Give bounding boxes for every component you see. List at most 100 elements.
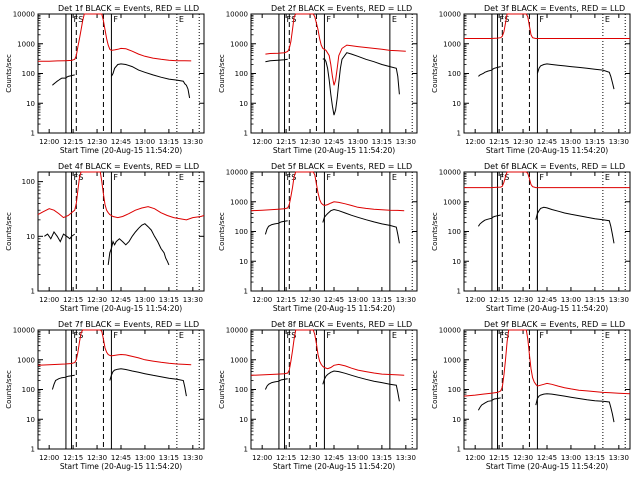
x-tick-label: 12:45: [324, 296, 344, 304]
x-tick-label: 12:15: [276, 296, 296, 304]
y-tick-label: 1000: [230, 356, 248, 364]
events-series-line: [536, 63, 615, 90]
x-tick-label: 12:30: [513, 454, 533, 462]
x-tick-label: 13:00: [561, 138, 581, 146]
x-tick-label: 12:15: [276, 138, 296, 146]
x-tick-label: 12:00: [39, 296, 59, 304]
events-series-line: [109, 368, 187, 397]
events-series-line: [107, 223, 170, 266]
detector-panel-2: 12:00 12:15 12:30 12:45 13:00 13:15 13:30 1 10 10…: [218, 4, 418, 155]
event-marker-label: S: [291, 331, 296, 340]
x-tick-label: 12:30: [300, 138, 320, 146]
panel-title: Det 7f BLACK = Events, RED = LLD: [58, 320, 199, 329]
y-axis-label: Counts/sec: [5, 370, 13, 409]
y-tick-label: 10000: [226, 327, 248, 335]
x-axis-label: Start Time (20-Aug-15 11:54:20): [60, 304, 182, 313]
events-series-line: [535, 206, 615, 244]
x-axis-label: Start Time (20-Aug-15 11:54:20): [273, 146, 395, 155]
x-tick-label: 13:15: [159, 296, 179, 304]
x-tick-label: 12:30: [87, 454, 107, 462]
event-marker-label: S: [78, 173, 83, 182]
lld-series-line: [464, 171, 630, 189]
x-tick-label: 12:45: [537, 454, 557, 462]
lld-series-line: [37, 329, 192, 366]
y-tick-label: 1: [457, 446, 461, 454]
y-tick-label: 1000: [17, 40, 35, 48]
x-tick-label: 13:15: [372, 138, 392, 146]
x-tick-label: 12:15: [489, 138, 509, 146]
y-tick-label: 1: [457, 130, 461, 138]
y-tick-label: 10000: [439, 169, 461, 177]
plot-frame: [37, 13, 205, 134]
detector-panel-6: 12:00 12:15 12:30 12:45 13:00 13:15 13:30 1 10 10…: [431, 162, 631, 313]
panel-title: Det 4f BLACK = Events, RED = LLD: [58, 162, 199, 171]
y-tick-label: 100: [22, 386, 35, 394]
x-tick-label: 12:45: [537, 138, 557, 146]
y-tick-label: 10000: [439, 11, 461, 19]
y-tick-label: 1: [244, 130, 248, 138]
detector-panel-3: 12:00 12:15 12:30 12:45 13:00 13:15 13:30 1 10 10…: [431, 4, 631, 155]
x-tick-label: 12:00: [252, 454, 272, 462]
lld-series-line: [463, 329, 631, 397]
x-tick-label: 13:30: [183, 296, 203, 304]
x-tick-label: 12:00: [465, 454, 485, 462]
x-axis-label: Start Time (20-Aug-15 11:54:20): [486, 304, 608, 313]
y-tick-label: 10: [452, 100, 461, 108]
y-axis-label: Counts/sec: [431, 370, 439, 409]
x-tick-label: 13:00: [348, 138, 368, 146]
event-marker-label: F: [326, 15, 331, 24]
lld-series-line: [464, 13, 630, 39]
y-axis-label: Counts/sec: [218, 212, 226, 251]
y-tick-label: 10: [239, 100, 248, 108]
y-axis-label: Counts/sec: [431, 54, 439, 93]
y-tick-label: 10000: [226, 169, 248, 177]
event-marker-label: F: [113, 331, 118, 340]
y-tick-label: 1: [31, 446, 35, 454]
event-marker-label: F: [287, 331, 292, 340]
event-marker-label: F: [74, 173, 79, 182]
events-series-line: [44, 231, 75, 243]
panel-title: Det 2f BLACK = Events, RED = LLD: [271, 4, 412, 13]
y-tick-label: 100: [235, 70, 248, 78]
lld-series-line: [250, 171, 405, 212]
event-marker-label: F: [500, 331, 505, 340]
x-tick-label: 13:30: [609, 138, 629, 146]
y-tick-label: 10000: [13, 11, 35, 19]
event-marker-label: F: [500, 15, 505, 24]
x-tick-label: 12:00: [465, 296, 485, 304]
x-tick-label: 13:15: [159, 138, 179, 146]
x-tick-label: 13:30: [396, 138, 416, 146]
detector-panel-1: 12:00 12:15 12:30 12:45 13:00 13:15 13:30 1 10 10…: [5, 4, 205, 155]
event-marker-label: F: [539, 173, 544, 182]
x-tick-label: 12:15: [63, 138, 83, 146]
x-tick-label: 12:15: [489, 454, 509, 462]
x-tick-label: 12:45: [111, 454, 131, 462]
detector-panel-4: 12:00 12:15 12:30 12:45 13:00 13:15 13:30 1 10 10…: [5, 162, 205, 313]
event-marker-label: S: [504, 173, 509, 182]
events-series-line: [477, 397, 501, 411]
panel-title: Det 9f BLACK = Events, RED = LLD: [484, 320, 625, 329]
x-axis-label: Start Time (20-Aug-15 11:54:20): [60, 146, 182, 155]
y-tick-label: 10: [26, 100, 35, 108]
y-tick-label: 1000: [443, 198, 461, 206]
y-tick-label: 1000: [230, 198, 248, 206]
events-series-line: [322, 370, 400, 402]
x-axis-label: Start Time (20-Aug-15 11:54:20): [486, 462, 608, 471]
y-tick-label: 1: [244, 288, 248, 296]
panel-title: Det 3f BLACK = Events, RED = LLD: [484, 4, 625, 13]
events-series-line: [478, 66, 501, 77]
event-marker-label: F: [74, 331, 79, 340]
event-marker-label: F: [113, 173, 118, 182]
x-tick-label: 12:15: [489, 296, 509, 304]
x-tick-label: 13:15: [585, 138, 605, 146]
plot-frame: [37, 329, 205, 450]
x-tick-label: 12:00: [39, 138, 59, 146]
y-tick-label: 10000: [439, 327, 461, 335]
event-marker-label: E: [605, 331, 610, 340]
x-tick-label: 12:00: [252, 296, 272, 304]
x-tick-label: 13:15: [372, 454, 392, 462]
event-marker-label: F: [500, 173, 505, 182]
x-tick-label: 13:00: [348, 454, 368, 462]
x-tick-label: 12:45: [111, 296, 131, 304]
